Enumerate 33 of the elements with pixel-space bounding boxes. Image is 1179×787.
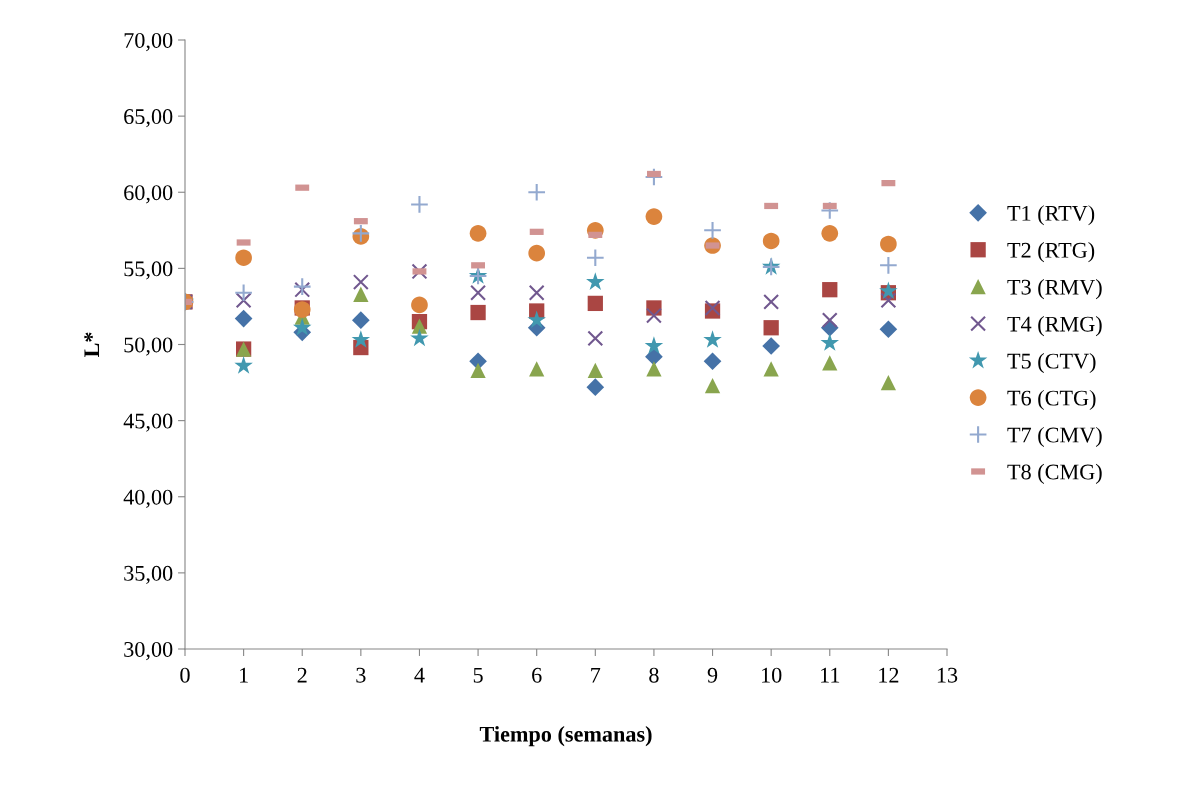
x-tick-label: 5: [473, 667, 483, 683]
x-tick-label: 0: [180, 667, 190, 683]
y-tick-label: 60,00: [124, 185, 173, 204]
legend-label: T7 (CMV): [1007, 426, 1102, 448]
x-tick-label: 9: [707, 667, 718, 683]
x-tick-label: 11: [821, 667, 840, 683]
x-tick-label: 13: [937, 667, 958, 683]
legend-label: T5 (CTV): [1007, 352, 1096, 374]
legend-label: T8 (CMG): [1007, 463, 1102, 484]
x-tick-label: 3: [356, 667, 366, 683]
x-tick-label: 1: [240, 667, 248, 683]
legend-label: T1 (RTV): [1007, 205, 1095, 226]
x-tick-label: 8: [649, 667, 659, 683]
y-tick-label: 50,00: [124, 337, 173, 356]
x-axis-title: Tiempo (semanas): [479, 726, 652, 747]
legend-label: T3 (RMV): [1007, 279, 1102, 300]
x-tick-label: 10: [762, 667, 782, 683]
x-tick-label: 12: [879, 667, 899, 683]
y-tick-label: 65,00: [124, 109, 173, 128]
y-tick-label: 35,00: [124, 565, 173, 584]
y-tick-label: 45,00: [123, 413, 173, 432]
y-tick-label: 70,00: [124, 32, 173, 52]
legend-label: T4 (RMG): [1007, 316, 1102, 337]
y-axis-title: L*: [84, 332, 100, 358]
y-tick-label: 30,00: [124, 641, 173, 661]
x-tick-label: 6: [532, 667, 542, 683]
legend-label: T6 (CTG): [1007, 389, 1096, 411]
x-tick-label: 2: [297, 667, 307, 683]
y-tick-label: 55,00: [124, 261, 173, 280]
y-tick-label: 40,00: [123, 489, 173, 508]
x-tick-label: 7: [591, 667, 601, 683]
legend-label: T2 (RTG): [1007, 242, 1095, 263]
x-tick-label: 4: [414, 667, 425, 683]
